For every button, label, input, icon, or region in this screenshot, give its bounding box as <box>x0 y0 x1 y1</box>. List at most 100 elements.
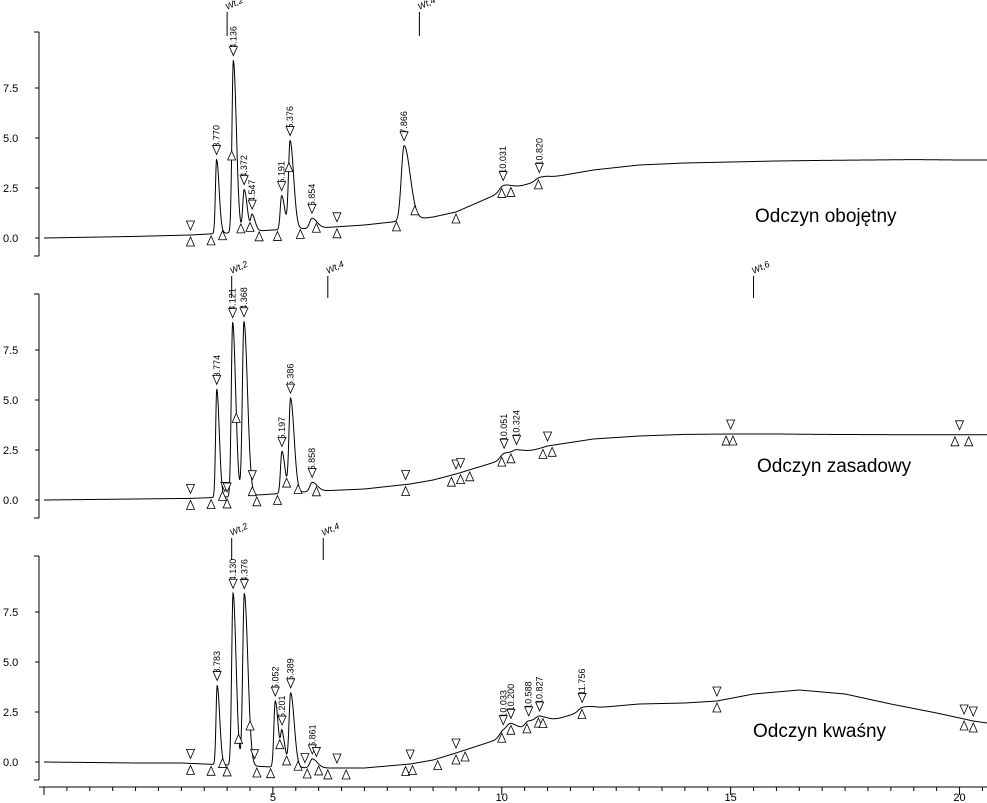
peak-start-marker <box>511 435 522 446</box>
peak-start-marker <box>228 46 238 57</box>
peak-end-marker <box>506 724 516 735</box>
peak-label: 4.372 <box>239 155 249 178</box>
peak-start-marker <box>712 686 722 697</box>
peak-label: 10.324 <box>512 410 522 438</box>
peak-end-marker <box>455 473 466 485</box>
peak-start-marker <box>212 374 222 386</box>
peak-start-marker <box>185 749 196 760</box>
peak-label: 5.858 <box>307 448 317 471</box>
peak-start-marker <box>499 438 509 450</box>
peak-end-marker <box>332 227 342 239</box>
event-label: Wt,6 <box>750 259 771 276</box>
x-axis: 5 10 15 20 <box>39 786 987 803</box>
y-tick-label: 7.5 <box>3 83 18 95</box>
peak-label: 10.051 <box>499 414 509 442</box>
chromatogram-trace <box>44 60 987 239</box>
y-tick-label: 0.0 <box>3 233 18 245</box>
y-tick-label: 2.5 <box>3 183 18 195</box>
peak-end-marker <box>497 732 507 743</box>
peak-end-marker <box>391 220 402 232</box>
peak-start-marker <box>506 708 516 720</box>
x-tick-label: 15 <box>725 792 737 803</box>
peak-end-marker <box>245 719 255 731</box>
peak-start-marker <box>239 307 249 318</box>
y-tick-label: 0.0 <box>3 495 18 507</box>
peak-label: 4.136 <box>228 26 238 49</box>
peak-start-marker <box>332 212 342 223</box>
peak-end-marker <box>252 767 262 778</box>
peak-start-marker <box>247 199 257 211</box>
peak-end-marker <box>282 477 292 488</box>
peak-start-marker <box>577 693 587 704</box>
peak-label: 5.201 <box>277 696 287 719</box>
peak-label: 5.376 <box>285 106 295 129</box>
chart-panels: 0.0 2.5 5.0 7.5 Wt,2 Wt,4 3.770 4.136 4.372 4.547… <box>3 0 987 781</box>
peak-start-marker <box>959 704 969 715</box>
peak-start-marker <box>401 470 411 481</box>
peak-end-marker <box>206 234 216 246</box>
peak-end-marker <box>222 765 232 777</box>
peak-start-marker <box>249 749 260 760</box>
peak-end-marker <box>538 448 548 459</box>
peak-label: 3.774 <box>212 355 222 378</box>
peak-label: 4.368 <box>239 287 249 310</box>
peak-end-marker <box>293 760 303 771</box>
peak-label: 11.756 <box>577 669 587 696</box>
peak-start-marker <box>307 468 317 479</box>
peak-label: 10.033 <box>498 690 508 718</box>
peak-start-marker <box>285 383 296 395</box>
x-tick-label: 5 <box>270 792 276 803</box>
peak-end-marker <box>712 702 722 713</box>
peak-end-marker <box>231 412 241 423</box>
peak-start-marker <box>968 706 978 717</box>
peak-end-marker <box>451 213 461 224</box>
peak-label: 10.588 <box>524 681 534 709</box>
peak-label: 4.130 <box>228 559 238 582</box>
peak-end-marker <box>460 751 470 762</box>
peak-end-marker <box>721 435 731 446</box>
peak-start-marker <box>239 175 249 186</box>
peak-start-marker <box>726 419 736 430</box>
peak-end-marker <box>959 720 969 731</box>
y-tick-label: 2.5 <box>3 707 18 719</box>
peak-end-marker <box>968 722 978 733</box>
peak-start-marker <box>405 749 415 760</box>
peak-end-marker <box>233 733 244 744</box>
peak-label: 5.854 <box>307 184 317 207</box>
peak-end-marker <box>227 149 237 161</box>
chart-panel-3: 0.0 2.5 5.0 7.5 Wt,2 Wt,4 3.783 4.130 4.376 5.052… <box>3 521 987 781</box>
peak-label: 10.827 <box>535 676 545 704</box>
peak-end-marker <box>284 161 294 173</box>
peak-end-marker <box>302 767 312 779</box>
peak-start-marker <box>228 308 238 319</box>
peak-end-marker <box>401 765 411 776</box>
event-label: Wt,2 <box>224 0 245 12</box>
peak-end-marker <box>236 222 246 234</box>
peak-end-marker <box>293 483 303 495</box>
peak-start-marker <box>399 131 409 142</box>
peak-start-marker <box>222 482 232 493</box>
peak-end-marker <box>950 435 960 447</box>
peak-end-marker <box>538 717 548 729</box>
peak-end-marker <box>272 494 283 505</box>
peak-end-marker <box>497 187 507 198</box>
peak-end-marker <box>311 485 321 497</box>
panel-label: Odczyn obojętny <box>755 206 897 227</box>
peak-label: 5.197 <box>277 417 287 440</box>
peak-end-marker <box>254 230 264 242</box>
peak-end-marker <box>410 204 420 216</box>
peak-end-marker <box>446 476 457 487</box>
peak-start-marker <box>307 203 317 215</box>
panel-label: Odczyn zasadowy <box>757 456 912 477</box>
event-label: Wt,4 <box>320 521 341 538</box>
peak-end-marker <box>245 221 255 232</box>
peak-start-marker <box>277 437 287 448</box>
peak-end-marker <box>506 186 516 197</box>
peak-end-marker <box>217 757 228 768</box>
peak-end-marker <box>247 485 257 497</box>
peak-end-marker <box>252 495 262 507</box>
peak-end-marker <box>341 769 351 780</box>
peak-end-marker <box>533 178 544 190</box>
peak-end-marker <box>206 765 216 776</box>
